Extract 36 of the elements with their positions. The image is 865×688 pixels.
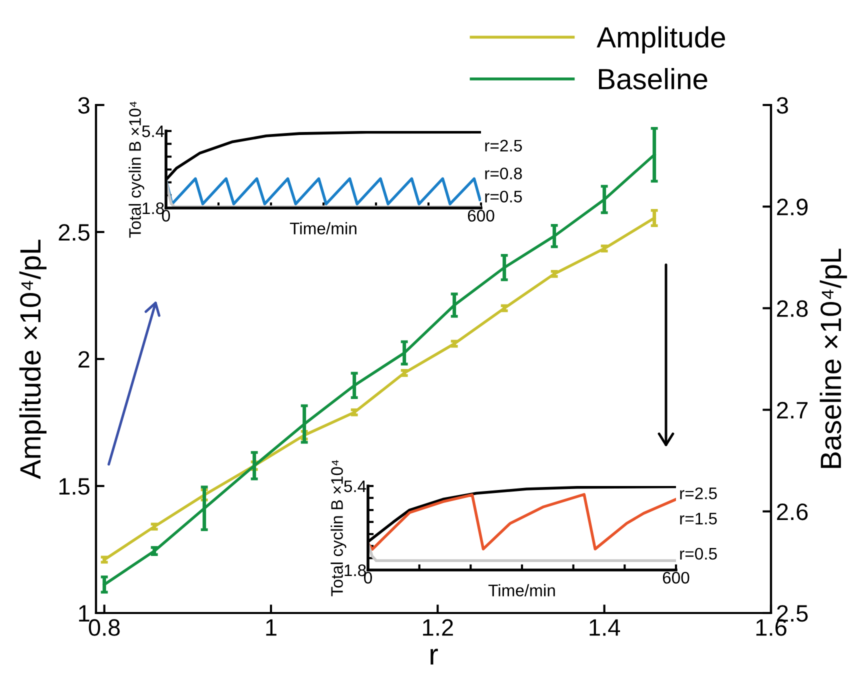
y-tick-label: 2.5 (58, 224, 90, 241)
x-tick-label: 1.2 (423, 619, 453, 636)
x-tick-label: 0.8 (88, 619, 120, 636)
series-label: r=0.5 (680, 548, 717, 560)
y-tick-label: 5.4 (344, 480, 366, 492)
x-tick-label: 600 (468, 210, 494, 222)
y2-tick-label: 3 (776, 97, 788, 114)
y-tick-label: 2 (78, 351, 90, 368)
x-axis-title: Time/min (290, 222, 356, 234)
line-series (368, 493, 676, 551)
series-label: r=2.5 (485, 140, 522, 152)
x-tick-label: 600 (662, 572, 690, 584)
y2-tick-label: 2.6 (777, 503, 808, 520)
y-tick-label: 5.4 (142, 126, 164, 138)
x-tick-label: 0 (364, 572, 372, 584)
y-axis-title: Amplitude ×10⁴/pL (19, 240, 47, 480)
y2-tick-label: 2.8 (777, 300, 808, 317)
y2-tick-label: 2.7 (777, 402, 808, 418)
y-tick-label: 1.8 (344, 564, 366, 576)
y-tick-label: 1.5 (59, 478, 90, 495)
series-label: r=1.5 (680, 512, 717, 524)
y-tick-label: 3 (78, 97, 90, 114)
series-label: r=0.8 (485, 168, 522, 180)
x-tick-label: 1 (266, 619, 276, 636)
y-tick-label: 1 (79, 605, 90, 622)
x-axis-title: Time/min (488, 584, 555, 596)
y2-axis-title: Baseline ×10⁴/pL (820, 248, 847, 468)
y-tick-label: 1.8 (142, 202, 164, 214)
y2-tick-label: 2.9 (777, 198, 808, 216)
x-axis-title: r (430, 648, 438, 664)
legend-label: Baseline (599, 68, 708, 90)
series-label: r=2.5 (680, 487, 717, 500)
legend-label: Amplitude (596, 26, 726, 54)
series-label: r=0.5 (485, 190, 522, 203)
x-tick-label: 0 (162, 210, 170, 222)
x-tick-label: 1.4 (590, 619, 620, 636)
